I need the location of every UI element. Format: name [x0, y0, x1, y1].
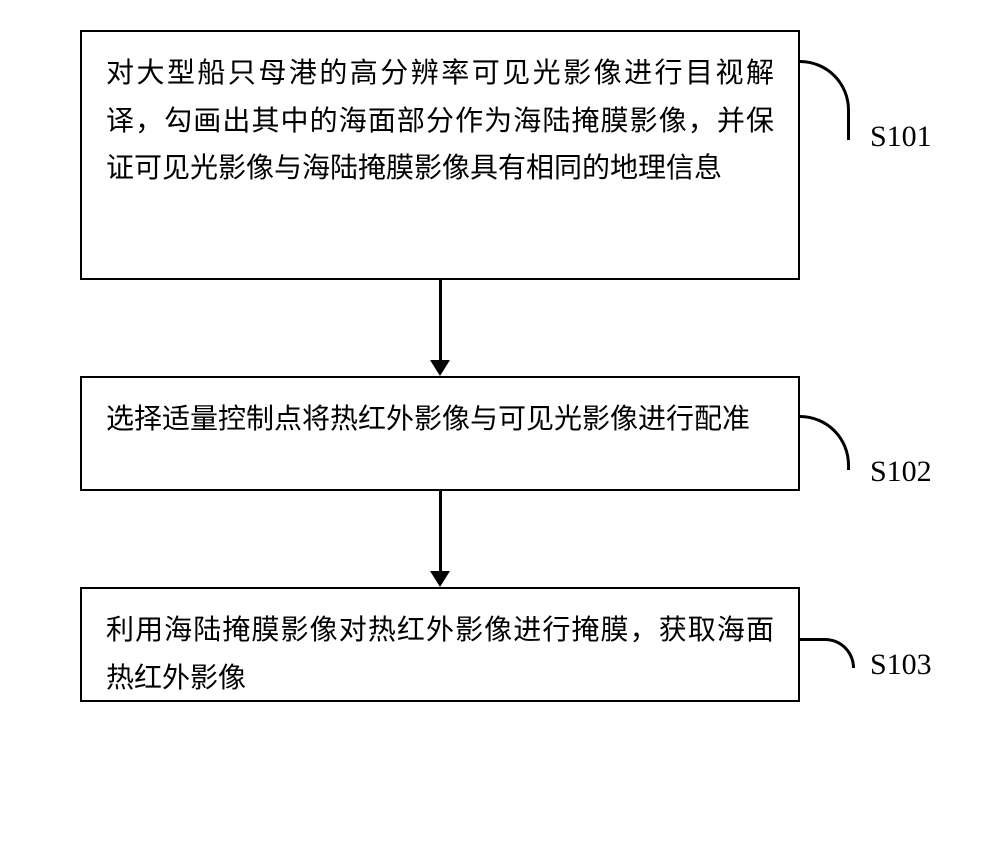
arrow-2: [80, 491, 800, 587]
step-label-1: S101: [870, 120, 932, 154]
arrow-line: [439, 491, 442, 571]
arrow-line: [439, 280, 442, 360]
curve-connector-3: [800, 638, 855, 668]
flowchart-step-1: 对大型船只母港的高分辨率可见光影像进行目视解译，勾画出其中的海面部分作为海陆掩膜…: [80, 30, 800, 280]
step-label-3: S103: [870, 648, 932, 682]
step-2-text: 选择适量控制点将热红外影像与可见光影像进行配准: [106, 396, 774, 444]
flowchart-step-3: 利用海陆掩膜影像对热红外影像进行掩膜，获取海面热红外影像: [80, 587, 800, 702]
arrow-1: [80, 280, 800, 376]
curve-connector-2: [800, 415, 850, 470]
flowchart-container: 对大型船只母港的高分辨率可见光影像进行目视解译，勾画出其中的海面部分作为海陆掩膜…: [80, 30, 800, 702]
curve-connector-1: [800, 60, 850, 140]
step-1-text: 对大型船只母港的高分辨率可见光影像进行目视解译，勾画出其中的海面部分作为海陆掩膜…: [106, 50, 774, 193]
arrow-head: [430, 360, 450, 376]
step-label-2: S102: [870, 455, 932, 489]
step-3-text: 利用海陆掩膜影像对热红外影像进行掩膜，获取海面热红外影像: [106, 607, 774, 702]
flowchart-step-2: 选择适量控制点将热红外影像与可见光影像进行配准: [80, 376, 800, 491]
arrow-head: [430, 571, 450, 587]
